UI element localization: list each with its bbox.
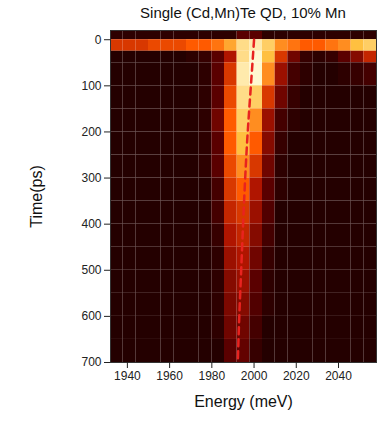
svg-text:200: 200 (81, 125, 101, 139)
svg-text:700: 700 (81, 355, 101, 369)
svg-text:400: 400 (81, 217, 101, 231)
svg-text:2020: 2020 (283, 369, 310, 383)
svg-text:0: 0 (95, 33, 102, 47)
svg-text:300: 300 (81, 171, 101, 185)
svg-text:1980: 1980 (198, 369, 225, 383)
svg-text:1940: 1940 (114, 369, 141, 383)
svg-text:1960: 1960 (156, 369, 183, 383)
svg-text:100: 100 (81, 79, 101, 93)
html-text:Single (Cd,Mn)Te QD, 10% Mn: Single (Cd,Mn)Te QD, 10% Mn (140, 4, 346, 21)
svg-text:Energy (meV): Energy (meV) (194, 393, 293, 410)
svg-text:2000: 2000 (241, 369, 268, 383)
svg-text:2040: 2040 (325, 369, 352, 383)
svg-text:Time(ps): Time(ps) (28, 165, 45, 228)
svg-text:500: 500 (81, 263, 101, 277)
svg-text:600: 600 (81, 309, 101, 323)
